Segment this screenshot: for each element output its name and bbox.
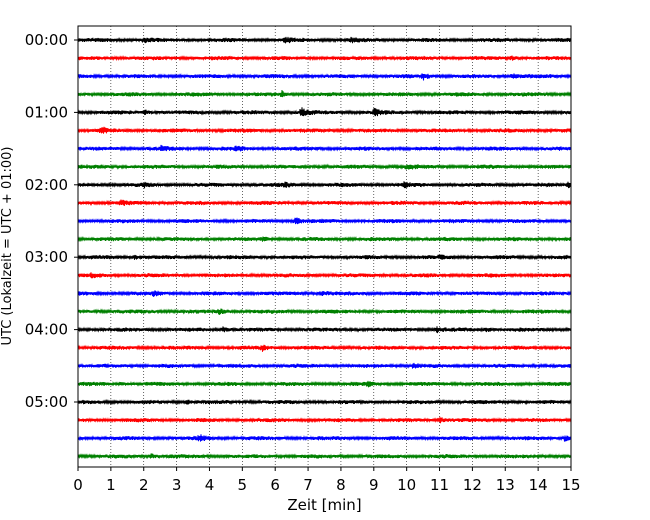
- x-tick-label: 12: [463, 476, 482, 494]
- x-tick-label: 11: [430, 476, 449, 494]
- trace-row: [77, 54, 572, 62]
- x-tick-label: 9: [369, 476, 379, 494]
- trace-row: [77, 326, 572, 334]
- x-axis-label: Zeit [min]: [287, 496, 361, 514]
- x-tick-label: 4: [205, 476, 215, 494]
- x-tick-label: 14: [529, 476, 548, 494]
- x-tick-label: 8: [336, 476, 346, 494]
- y-axis-label: UTC (Lokalzeit = UTC + 01:00): [0, 147, 15, 346]
- x-tick-label: 3: [172, 476, 182, 494]
- y-tick-label: 01:00: [25, 103, 68, 121]
- trace-row: [77, 272, 572, 279]
- trace-row: [77, 126, 572, 134]
- trace-row: [77, 290, 572, 297]
- x-tick-label: 5: [238, 476, 248, 494]
- trace-row: [77, 308, 572, 315]
- y-tick-label: 04:00: [25, 321, 68, 339]
- y-axis-ticks: 00:00 01:00 02:00 03:00 04:00 05:00: [25, 31, 78, 411]
- x-tick-label: 7: [303, 476, 313, 494]
- trace-row: [77, 181, 572, 189]
- trace-row: [77, 144, 572, 152]
- trace-row: [77, 344, 572, 352]
- x-tick-label: 2: [139, 476, 149, 494]
- trace-row: [77, 217, 572, 225]
- x-tick-label: 1: [106, 476, 116, 494]
- trace-row: [77, 73, 572, 81]
- trace-row: [77, 453, 572, 460]
- x-tick-label: 6: [270, 476, 280, 494]
- x-tick-label: 15: [561, 476, 580, 494]
- x-axis-ticks: 0 1 2 3 4 5 6 7 8 9 10 11 12 13 14 15: [73, 467, 581, 494]
- x-tick-label: 13: [496, 476, 515, 494]
- trace-row: [77, 398, 572, 406]
- y-tick-label: 03:00: [25, 248, 68, 266]
- trace-row: [77, 254, 572, 261]
- trace-row: [77, 36, 572, 44]
- trace-row: [77, 199, 572, 207]
- trace-row: [77, 236, 572, 243]
- trace-row: [77, 434, 572, 442]
- y-tick-label: 02:00: [25, 176, 68, 194]
- seismogram-traces: [77, 36, 572, 460]
- x-tick-label: 10: [397, 476, 416, 494]
- x-tick-label: 0: [73, 476, 83, 494]
- trace-row: [77, 416, 572, 424]
- y-tick-label: 00:00: [25, 31, 68, 49]
- trace-row: [77, 90, 572, 98]
- trace-row: [77, 107, 572, 117]
- y-tick-label: 05:00: [25, 393, 68, 411]
- plot-frame: [77, 25, 572, 468]
- trace-row: [77, 362, 572, 370]
- trace-row: [77, 163, 572, 170]
- trace-row: [77, 380, 572, 388]
